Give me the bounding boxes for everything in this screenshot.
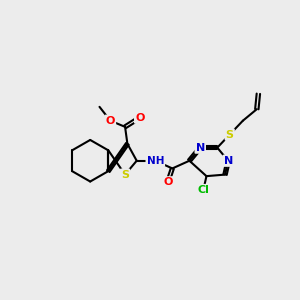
Text: O: O [135,112,145,123]
Text: NH: NH [147,156,164,166]
Text: N: N [196,143,205,153]
Text: Cl: Cl [197,185,209,195]
Text: S: S [121,169,129,180]
Text: S: S [226,130,234,140]
Text: O: O [163,177,172,187]
Text: N: N [224,156,233,166]
Text: O: O [106,116,115,126]
